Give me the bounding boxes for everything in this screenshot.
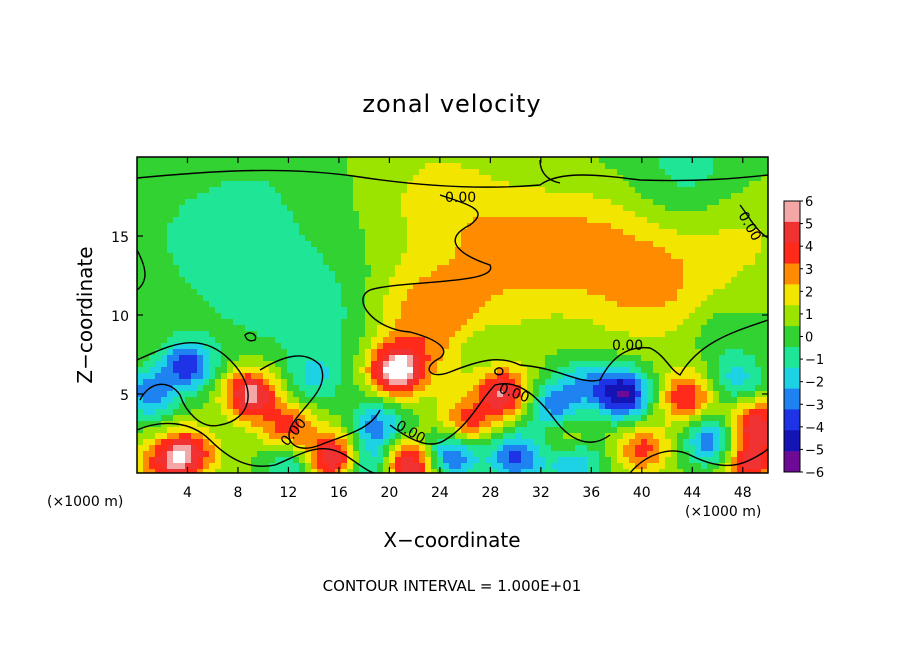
contour-line bbox=[137, 249, 146, 291]
x-tick-label: 36 bbox=[582, 485, 600, 501]
y-tick-label: 10 bbox=[111, 309, 129, 325]
colorbar-label: −4 bbox=[805, 421, 824, 436]
x-tick-label: 28 bbox=[481, 485, 499, 501]
contour-line bbox=[137, 342, 249, 427]
y-axis: 5 10 15 bbox=[111, 230, 768, 404]
x-tick-label: 40 bbox=[633, 485, 651, 501]
y-axis-label: Z−coordinate bbox=[73, 246, 97, 383]
colorbar-label: 4 bbox=[805, 240, 813, 255]
x-tick-label: 20 bbox=[380, 485, 398, 501]
colorbar-label: 0 bbox=[805, 331, 813, 346]
contour-line bbox=[244, 332, 257, 342]
colorbar-swatch bbox=[784, 221, 800, 244]
colorbar-label: −2 bbox=[805, 376, 824, 391]
colorbar-swatch bbox=[784, 367, 800, 390]
colorbar-swatch bbox=[784, 346, 800, 369]
colorbar-label: −5 bbox=[805, 443, 824, 458]
contour-line bbox=[137, 169, 768, 188]
colorbar-swatch bbox=[784, 326, 800, 348]
x-axis: 4 8 12 16 20 24 28 32 36 40 44 48 bbox=[183, 157, 752, 501]
contour-line bbox=[362, 194, 768, 382]
colorbar-swatch bbox=[784, 305, 800, 327]
colorbar-label: 2 bbox=[805, 285, 813, 300]
contour-label: 0.00 bbox=[445, 190, 476, 206]
x-tick-label: 16 bbox=[330, 485, 348, 501]
colorbar-swatch bbox=[784, 409, 800, 431]
contour-line bbox=[137, 422, 376, 473]
contour-line bbox=[259, 355, 381, 449]
contour-line bbox=[389, 383, 611, 445]
contour-line bbox=[494, 367, 504, 376]
colorbar: 6 5 4 3 2 1 0 −1 −2 −3 −4 −5 −6 bbox=[783, 195, 824, 481]
zero-contour-lines bbox=[137, 159, 768, 473]
x-axis-label: X−coordinate bbox=[383, 528, 520, 552]
colorbar-label: 3 bbox=[805, 263, 813, 278]
x-unit-label-right: (×1000 m) bbox=[685, 504, 761, 520]
colorbar-swatch bbox=[784, 430, 800, 452]
x-tick-label: 8 bbox=[233, 485, 242, 501]
x-unit-label-left: (×1000 m) bbox=[47, 494, 123, 510]
colorbar-swatch bbox=[784, 242, 800, 265]
x-tick-label: 24 bbox=[431, 485, 449, 501]
colorbar-label: 1 bbox=[805, 308, 813, 323]
contour-interval: CONTOUR INTERVAL = 1.000E+01 bbox=[323, 577, 582, 595]
velocity-field bbox=[137, 157, 768, 473]
x-tick-label: 12 bbox=[280, 485, 298, 501]
x-tick-label: 4 bbox=[183, 485, 192, 501]
contour-line bbox=[629, 447, 768, 473]
colorbar-label: 6 bbox=[805, 195, 813, 210]
x-tick-label: 44 bbox=[683, 485, 701, 501]
contour-label: 0.00 bbox=[612, 338, 643, 354]
y-tick-label: 5 bbox=[120, 388, 129, 404]
colorbar-swatch bbox=[784, 263, 800, 285]
colorbar-label: −1 bbox=[805, 353, 824, 368]
colorbar-label: 5 bbox=[805, 218, 813, 233]
x-tick-label: 32 bbox=[532, 485, 550, 501]
y-tick-label: 15 bbox=[111, 230, 129, 246]
colorbar-label: −6 bbox=[805, 466, 824, 481]
x-tick-label: 48 bbox=[734, 485, 752, 501]
contour-line bbox=[539, 159, 561, 184]
chart-title: zonal velocity bbox=[362, 90, 541, 118]
colorbar-swatch bbox=[784, 201, 800, 223]
colorbar-swatch bbox=[784, 284, 800, 306]
colorbar-label: −3 bbox=[805, 398, 824, 413]
colorbar-swatch bbox=[784, 451, 800, 473]
colorbar-swatch bbox=[784, 388, 800, 410]
